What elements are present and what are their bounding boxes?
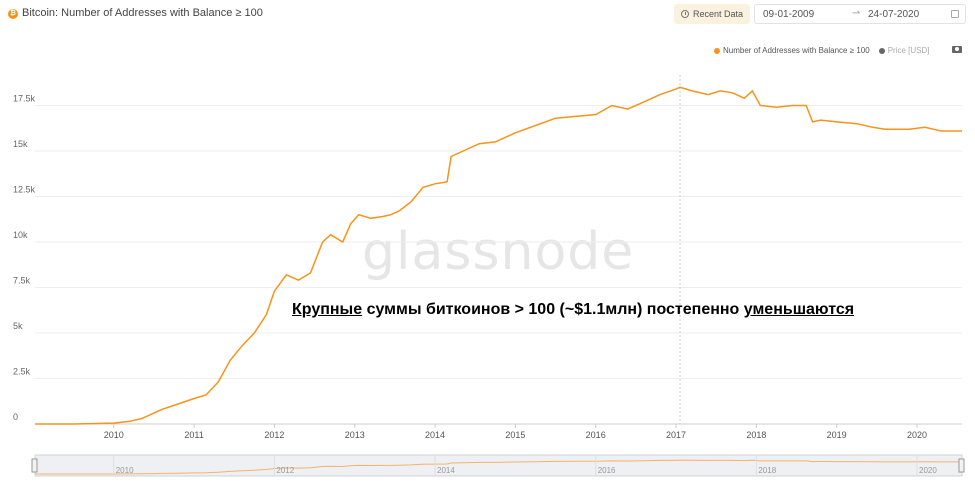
y-tick-label: 12.5k: [13, 185, 36, 195]
x-tick-label: 2014: [425, 430, 445, 440]
y-tick-label: 15k: [13, 139, 28, 149]
legend-price-label: Price [USD]: [887, 46, 930, 55]
x-axis-ticks: 2010 2011 2012 2013 2014 2015 2016 2017 2018 2019…: [104, 424, 927, 440]
navigator-tick-label: 2014: [437, 466, 455, 475]
chart-header: ₿ Bitcoin: Number of Addresses with Bala…: [0, 0, 975, 30]
legend-item-price[interactable]: Price [USD]: [878, 46, 930, 55]
x-tick-label: 2011: [184, 430, 203, 440]
range-navigator: 2010 2012 2014 2016 2018 2020: [31, 454, 965, 477]
recent-data-label: Recent Data: [692, 9, 744, 19]
series-dot-icon: [714, 47, 720, 54]
x-tick-label: 2018: [746, 430, 766, 440]
x-tick-label: 2010: [104, 430, 124, 440]
navigator-tick-label: 2012: [276, 466, 294, 475]
y-tick-label: 7.5k: [13, 276, 31, 286]
navigator-handle-left[interactable]: [31, 458, 38, 473]
legend-series-label: Number of Addresses with Balance ≥ 100: [723, 46, 870, 55]
x-tick-label: 2016: [586, 430, 606, 440]
y-tick-label: 2.5k: [13, 367, 31, 377]
x-tick-label: 2017: [666, 430, 686, 440]
series-line: [35, 86, 962, 425]
annotation-text: Крупные суммы биткоинов > 100 (~$1.1млн)…: [292, 301, 854, 319]
x-tick-label: 2013: [345, 430, 365, 440]
start-date-input[interactable]: 09-01-2009: [763, 9, 815, 20]
recent-data-button[interactable]: Recent Data: [674, 4, 750, 24]
navigator-series-line: [35, 459, 962, 475]
end-date-input[interactable]: 24-07-2020: [868, 9, 920, 20]
y-tick-label: 17.5k: [13, 94, 36, 104]
chart-legend: Number of Addresses with Balance ≥ 100 P…: [714, 46, 930, 55]
bitcoin-icon: ₿: [8, 9, 18, 19]
watermark: glassnode: [362, 222, 635, 282]
navigator-tick-label: 2018: [758, 466, 776, 475]
chart-title: Bitcoin: Number of Addresses with Balanc…: [22, 7, 263, 19]
price-dot-icon: [878, 47, 885, 54]
camera-icon[interactable]: [952, 46, 962, 53]
y-axis-ticks: 0 2.5k 5k 7.5k 10k 12.5k 15k 17.5k: [13, 94, 36, 423]
navigator-tick-label: 2016: [598, 466, 616, 475]
date-range-picker[interactable]: 09-01-2009 ⇀ 24-07-2020: [754, 4, 966, 24]
x-tick-label: 2020: [907, 430, 927, 440]
annotation-part2: суммы биткоинов > 100 (~$1.1млн) постепе…: [362, 301, 744, 318]
navigator-handle-right[interactable]: [958, 458, 965, 473]
arrow-right-icon: ⇀: [852, 8, 861, 19]
calendar-icon[interactable]: [951, 10, 959, 18]
legend-item-series[interactable]: Number of Addresses with Balance ≥ 100: [714, 46, 870, 55]
y-tick-label: 10k: [13, 230, 28, 240]
y-tick-label: 5k: [13, 321, 23, 331]
clock-icon: [680, 10, 689, 18]
x-tick-label: 2012: [264, 430, 284, 440]
navigator-tick-label: 2020: [919, 466, 937, 475]
x-tick-label: 2019: [827, 430, 847, 440]
navigator-tick-label: 2010: [116, 466, 134, 475]
annotation-part1: Крупные: [292, 301, 363, 318]
y-tick-label: 0: [13, 412, 18, 422]
grid-lines: [35, 105, 962, 425]
x-tick-label: 2015: [505, 430, 525, 440]
annotation-part3: уменьшаются: [743, 301, 855, 318]
